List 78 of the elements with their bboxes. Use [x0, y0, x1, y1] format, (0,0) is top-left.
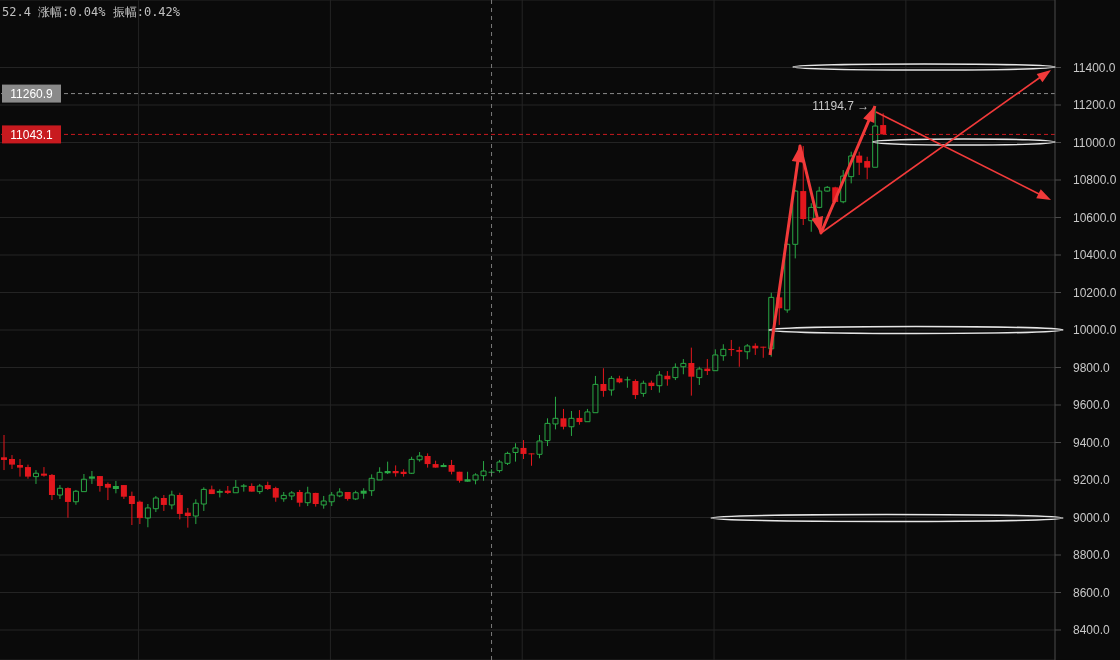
candlestick: [608, 375, 615, 397]
candlestick: [760, 346, 767, 359]
candlestick: [656, 370, 663, 394]
candlestick: [64, 486, 71, 519]
candlestick: [112, 480, 119, 494]
candlestick: [8, 454, 15, 470]
candlestick: [56, 484, 63, 500]
candlestick: [176, 492, 183, 520]
candlestick: [632, 378, 639, 400]
y-tick-label: 9800.0: [1073, 360, 1111, 375]
candlestick: [152, 495, 159, 513]
candlestick: [288, 490, 295, 501]
candlestick: [528, 452, 535, 467]
candlestick: [688, 347, 695, 397]
candlestick: [808, 202, 815, 233]
candlestick: [80, 473, 87, 493]
candlestick: [328, 491, 335, 507]
candlestick: [40, 466, 47, 478]
candlestick: [280, 491, 287, 503]
candlestick: [624, 376, 631, 389]
candlestick: [232, 479, 239, 494]
candlestick: [200, 486, 207, 512]
y-tick-label: 9600.0: [1073, 398, 1111, 413]
candlestick: [568, 410, 575, 437]
y-tick-label: 10000.0: [1073, 323, 1117, 338]
candlestick: [696, 366, 703, 386]
candlestick: [736, 346, 743, 368]
candlestick: [712, 348, 719, 372]
candlestick: [520, 439, 527, 460]
candlestick: [840, 169, 847, 204]
candlestick: [320, 495, 327, 510]
candlestick: [816, 186, 823, 209]
candlestick: [144, 503, 151, 528]
candlestick: [864, 156, 871, 180]
candlestick: [512, 442, 519, 463]
candlestick: [16, 458, 23, 478]
candlestick: [1, 434, 7, 471]
candlestick: [88, 470, 95, 485]
candlestick: [744, 343, 751, 360]
candlestick: [128, 491, 135, 526]
candlestick: [720, 343, 727, 362]
candlestick: [72, 489, 79, 506]
candlestick: [352, 490, 359, 501]
y-tick-label: 8400.0: [1073, 623, 1111, 638]
candlestick: [104, 481, 111, 501]
candlestick: [672, 362, 679, 381]
ref-line-label: 11260.9: [10, 86, 54, 101]
y-tick-label: 9000.0: [1073, 510, 1111, 525]
y-tick-label: 9400.0: [1073, 435, 1111, 450]
y-tick-label: 10400.0: [1073, 248, 1117, 263]
candlestick: [560, 408, 567, 430]
candlestick: [192, 498, 199, 525]
y-tick-label: 10800.0: [1073, 173, 1117, 188]
candlestick: [856, 151, 863, 176]
y-tick-label: 11200.0: [1073, 98, 1116, 113]
candlestick: [168, 490, 175, 510]
candlestick: [336, 487, 343, 498]
y-tick-label: 11000.0: [1073, 135, 1116, 150]
candlestick: [600, 367, 607, 398]
y-tick-label: 9200.0: [1073, 473, 1111, 488]
annotation: 11194.7 →: [812, 99, 870, 114]
candlestick: [256, 483, 263, 495]
candlestick: [304, 486, 311, 507]
y-tick-label: 8800.0: [1073, 548, 1111, 563]
candlestick: [136, 500, 143, 525]
candlestick: [184, 507, 191, 529]
candlestick: [848, 151, 855, 184]
y-tick-label: 10200.0: [1073, 285, 1117, 300]
candlestick: [824, 185, 831, 193]
annotation: 52.4 涨幅:0.04% 振幅:0.42%: [2, 4, 181, 21]
candlestick: [640, 380, 647, 398]
candlestick: [48, 473, 55, 501]
ref-line-label: 11043.1: [10, 127, 54, 142]
candlestick: [680, 358, 687, 375]
y-tick-label: 8600.0: [1073, 585, 1111, 600]
y-tick-label: 11400.0: [1073, 60, 1116, 75]
candlestick: [32, 469, 39, 485]
y-tick-label: 10600.0: [1073, 210, 1117, 225]
